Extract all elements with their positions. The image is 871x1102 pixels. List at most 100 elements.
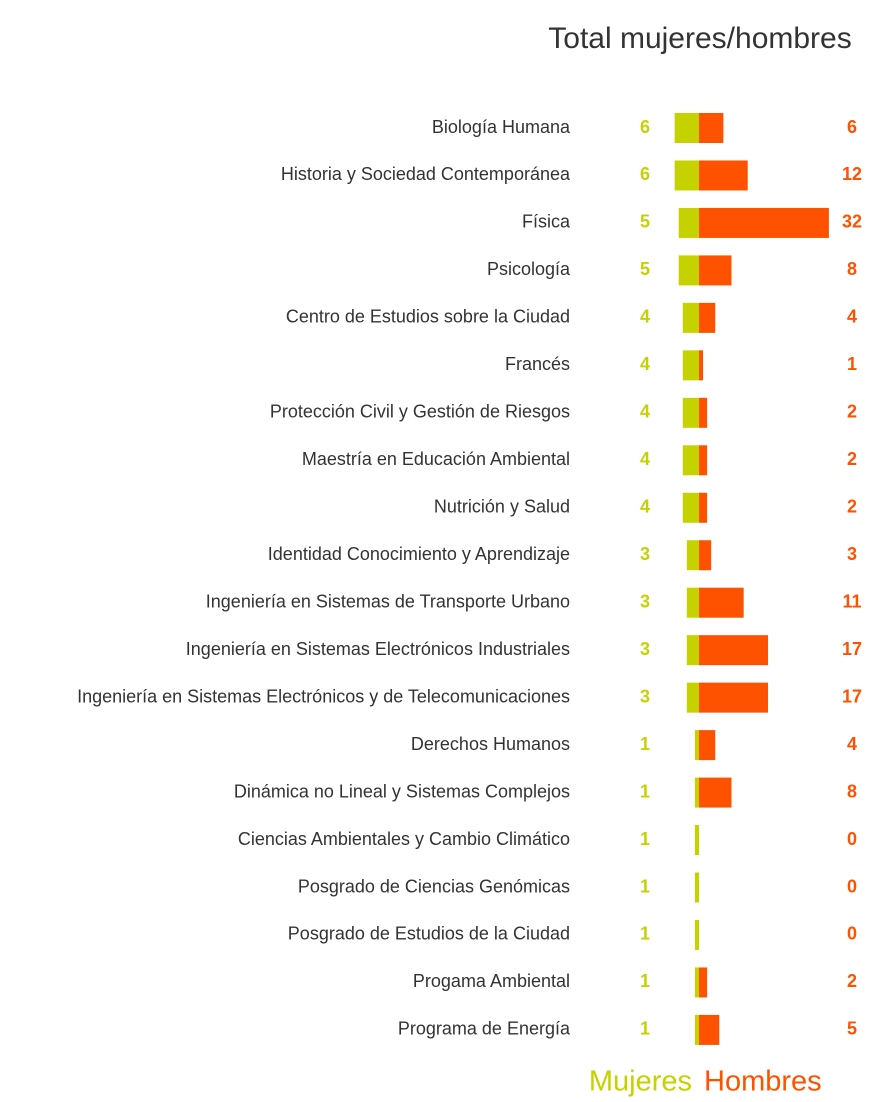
category-label: Francés <box>505 354 570 374</box>
value-label: 4 <box>640 449 650 469</box>
value-label: 4 <box>847 734 857 754</box>
value-label: 6 <box>640 117 650 137</box>
category-label: Posgrado de Estudios de la Ciudad <box>288 924 570 944</box>
value-label: 2 <box>847 402 857 422</box>
value-label: 6 <box>640 164 650 184</box>
category-label: Derechos Humanos <box>411 734 570 754</box>
value-label: 0 <box>847 829 857 849</box>
bar <box>674 160 699 191</box>
value-label: 0 <box>847 876 857 896</box>
value-label: 1 <box>640 734 650 754</box>
category-label: Ingeniería en Sistemas de Transporte Urb… <box>206 591 570 611</box>
value-label: 4 <box>640 402 650 422</box>
bar <box>699 302 716 333</box>
value-label: 11 <box>842 591 861 611</box>
value-label: 2 <box>847 497 857 517</box>
chart-title: Total mujeres/hombres <box>548 22 851 55</box>
bar <box>682 445 699 476</box>
bar <box>699 350 704 381</box>
category-label: Dinámica no Lineal y Sistemas Complejos <box>234 781 570 801</box>
value-label: 8 <box>847 259 857 279</box>
bar <box>694 919 699 950</box>
value-label: 4 <box>640 497 650 517</box>
bar <box>694 730 699 761</box>
bar <box>699 207 829 238</box>
bar <box>699 730 716 761</box>
bar <box>694 1014 699 1045</box>
value-label: 1 <box>640 1019 650 1039</box>
value-label: 12 <box>842 164 862 184</box>
category-label: Psicología <box>487 259 571 279</box>
bar <box>694 872 699 903</box>
value-label: 5 <box>640 212 650 232</box>
category-label: Centro de Estudios sobre la Ciudad <box>286 307 570 327</box>
category-label: Posgrado de Ciencias Genómicas <box>298 876 570 896</box>
value-label: 5 <box>847 1019 857 1039</box>
category-label: Historia y Sociedad Contemporánea <box>281 164 571 184</box>
bar <box>699 445 708 476</box>
category-label: Protección Civil y Gestión de Riesgos <box>270 402 570 422</box>
bar <box>678 207 699 238</box>
bar <box>686 682 699 713</box>
bar <box>699 587 744 618</box>
bar <box>699 397 708 428</box>
bar <box>699 160 748 191</box>
value-label: 4 <box>847 307 857 327</box>
value-label: 1 <box>640 971 650 991</box>
bar <box>699 682 769 713</box>
bar <box>686 540 699 571</box>
legend-entry: Hombres <box>704 1066 822 1098</box>
bar <box>694 777 699 808</box>
category-label: Identidad Conocimiento y Aprendizaje <box>268 544 570 564</box>
bar <box>699 967 708 998</box>
category-label: Maestría en Educación Ambiental <box>302 449 570 469</box>
bar <box>686 635 699 666</box>
bar <box>694 825 699 856</box>
value-label: 8 <box>847 781 857 801</box>
value-label: 4 <box>640 307 650 327</box>
value-label: 1 <box>640 829 650 849</box>
value-label: 3 <box>640 639 650 659</box>
bar <box>678 255 699 286</box>
value-label: 1 <box>640 924 650 944</box>
bar <box>686 587 699 618</box>
value-label: 17 <box>842 639 862 659</box>
value-label: 2 <box>847 449 857 469</box>
bar <box>682 302 699 333</box>
bar <box>694 967 699 998</box>
bar <box>682 350 699 381</box>
bar <box>682 397 699 428</box>
category-label: Física <box>522 212 571 232</box>
category-label: Biología Humana <box>432 117 571 137</box>
bar <box>699 635 769 666</box>
bar <box>699 255 732 286</box>
category-label: Ciencias Ambientales y Cambio Climático <box>238 829 570 849</box>
value-label: 3 <box>847 544 857 564</box>
value-label: 5 <box>640 259 650 279</box>
value-label: 32 <box>842 212 862 232</box>
bar <box>699 540 712 571</box>
bar <box>682 492 699 523</box>
category-label: Progama Ambiental <box>413 971 570 991</box>
legend-entry: Mujeres <box>589 1066 692 1098</box>
category-label: Programa de Energía <box>398 1019 571 1039</box>
value-label: 1 <box>640 876 650 896</box>
value-label: 6 <box>847 117 857 137</box>
bar <box>699 113 724 143</box>
category-label: Ingeniería en Sistemas Electrónicos Indu… <box>186 639 570 659</box>
bar <box>699 777 732 808</box>
bar <box>699 1014 720 1045</box>
value-label: 3 <box>640 591 650 611</box>
value-label: 3 <box>640 686 650 706</box>
value-label: 0 <box>847 924 857 944</box>
value-label: 17 <box>842 686 862 706</box>
value-label: 2 <box>847 971 857 991</box>
value-label: 1 <box>640 781 650 801</box>
category-label: Nutrición y Salud <box>434 497 570 517</box>
value-label: 3 <box>640 544 650 564</box>
value-label: 4 <box>640 354 650 374</box>
value-label: 1 <box>847 354 857 374</box>
category-label: Ingeniería en Sistemas Electrónicos y de… <box>77 686 570 706</box>
bar <box>699 492 708 523</box>
